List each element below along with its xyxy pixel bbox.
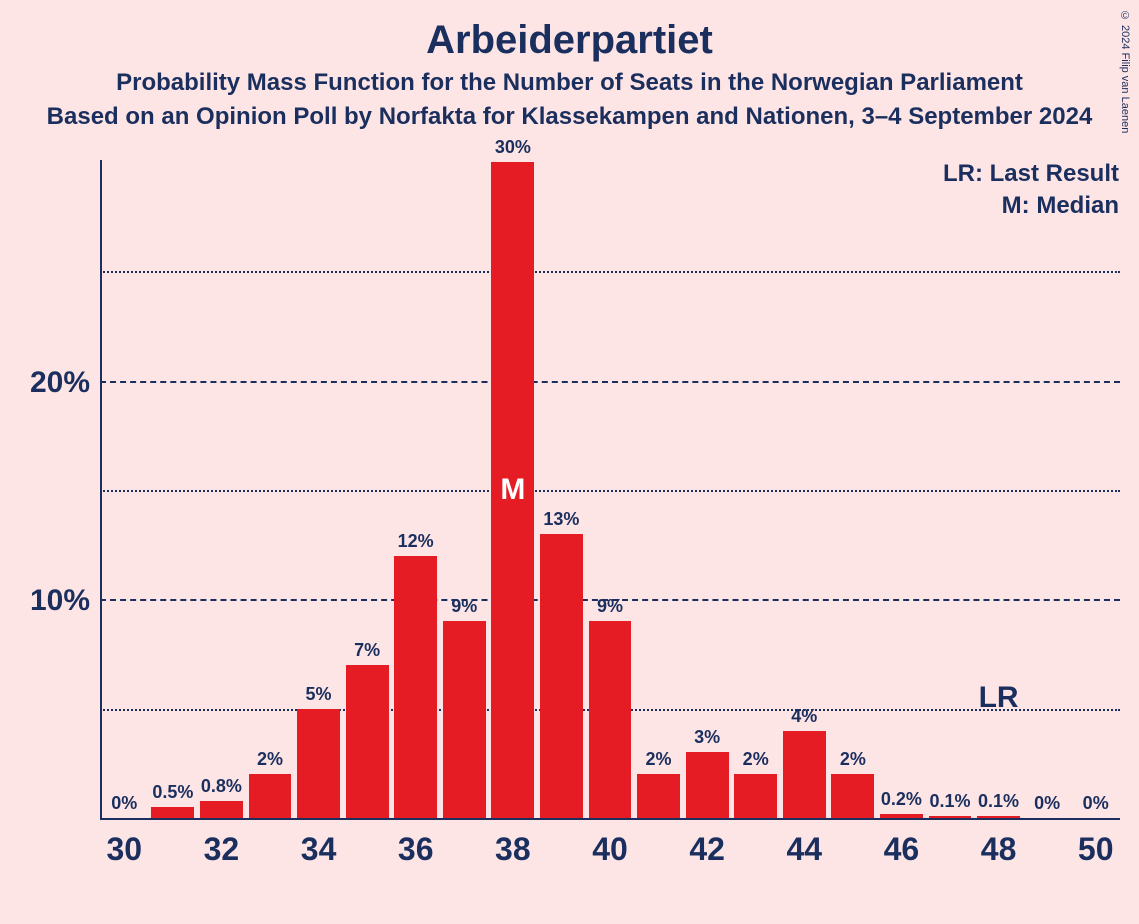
bar: 9% xyxy=(589,621,632,818)
copyright-text: © 2024 Filip van Laenen xyxy=(1119,10,1131,133)
bar-value-label: 9% xyxy=(443,596,486,617)
bar: 0.5% xyxy=(151,807,194,818)
bar: 0.8% xyxy=(200,801,243,818)
x-tick-label: 38 xyxy=(495,831,531,868)
x-tick-label: 34 xyxy=(301,831,337,868)
title-subtitle-2: Based on an Opinion Poll by Norfakta for… xyxy=(0,103,1139,131)
x-tick-label: 44 xyxy=(786,831,822,868)
bar-value-label: 7% xyxy=(346,640,389,661)
bar-value-label: 12% xyxy=(394,531,437,552)
bar: 2% xyxy=(249,774,292,818)
bar-value-label: 9% xyxy=(589,596,632,617)
bar-value-label: 2% xyxy=(831,749,874,770)
chart-plot-area: 10%20% 0%0.5%0.8%2%5%7%12%9%30%M13%9%2%3… xyxy=(100,160,1120,820)
x-tick-label: 32 xyxy=(204,831,240,868)
bar-value-label: 0.1% xyxy=(929,791,972,812)
bar-value-label: 2% xyxy=(249,749,292,770)
bar-value-label: 2% xyxy=(637,749,680,770)
bar-value-label: 0% xyxy=(1026,793,1069,814)
bar: 0.2% xyxy=(880,814,923,818)
bar-value-label: 30% xyxy=(491,137,534,158)
x-tick-label: 36 xyxy=(398,831,434,868)
bar: 3% xyxy=(686,752,729,818)
bar-value-label: 0.8% xyxy=(200,776,243,797)
x-tick-label: 48 xyxy=(981,831,1017,868)
bar: 13% xyxy=(540,534,583,818)
bar: 4% xyxy=(783,731,826,818)
bar: 7% xyxy=(346,665,389,818)
bar: 0.1% xyxy=(929,816,972,818)
bar: 9% xyxy=(443,621,486,818)
x-tick-label: 40 xyxy=(592,831,628,868)
bar: 12% xyxy=(394,556,437,818)
title-main: Arbeiderpartiet xyxy=(0,18,1139,63)
bars-container: 0%0.5%0.8%2%5%7%12%9%30%M13%9%2%3%2%4%2%… xyxy=(100,162,1120,818)
x-axis xyxy=(100,818,1120,820)
bar-value-label: 0.1% xyxy=(977,791,1020,812)
bar-value-label: 2% xyxy=(734,749,777,770)
bar-value-label: 0.5% xyxy=(151,782,194,803)
lr-marker: LR xyxy=(979,681,1019,715)
bar: 5% xyxy=(297,709,340,818)
bar: 30%M xyxy=(491,162,534,818)
x-tick-label: 30 xyxy=(106,831,142,868)
x-tick-label: 42 xyxy=(689,831,725,868)
y-tick-label: 10% xyxy=(20,584,90,618)
bar: 2% xyxy=(734,774,777,818)
bar-value-label: 4% xyxy=(783,706,826,727)
bar-value-label: 5% xyxy=(297,684,340,705)
title-subtitle-1: Probability Mass Function for the Number… xyxy=(0,69,1139,97)
bar: 2% xyxy=(831,774,874,818)
bar: 0.1% xyxy=(977,816,1020,818)
median-marker: M xyxy=(491,473,534,507)
y-tick-label: 20% xyxy=(20,366,90,400)
bar-value-label: 3% xyxy=(686,727,729,748)
bar-value-label: 0% xyxy=(103,793,146,814)
bar-value-label: 0% xyxy=(1074,793,1117,814)
bar: 2% xyxy=(637,774,680,818)
bar-value-label: 13% xyxy=(540,509,583,530)
bar-value-label: 0.2% xyxy=(880,789,923,810)
x-tick-label: 50 xyxy=(1078,831,1114,868)
chart-titles: Arbeiderpartiet Probability Mass Functio… xyxy=(0,0,1139,131)
x-tick-label: 46 xyxy=(884,831,920,868)
